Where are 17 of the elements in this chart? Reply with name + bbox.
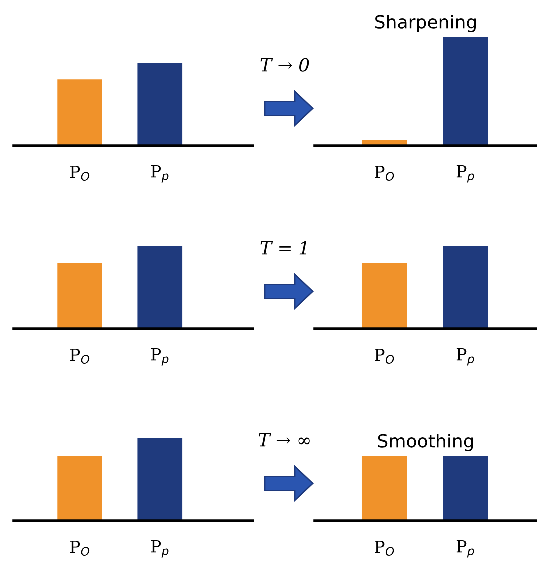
x-tick-label: P$_{p}$	[151, 540, 169, 558]
chart-title: Smoothing	[378, 434, 474, 452]
x-tick-label: P$_{O}$	[70, 540, 90, 556]
x-tick-label: P$_{O}$	[70, 166, 90, 181]
text: T = 1	[260, 241, 307, 255]
x-tick-label: P$_{O}$	[70, 348, 90, 364]
x-tick-label: P$_{p}$	[151, 348, 169, 366]
x-tick-label: P$_{O}$	[375, 166, 394, 181]
text: T → ∞	[259, 433, 310, 447]
x-tick-label: P$_{O}$	[375, 540, 394, 556]
x-tick-label: P$_{p}$	[456, 540, 474, 558]
x-tick-label: P$_{p}$	[151, 165, 169, 183]
x-tick-label: P$_{p}$	[456, 165, 474, 183]
x-tick-label: P$_{O}$	[375, 348, 394, 364]
text: T → 0	[260, 58, 310, 72]
x-tick-label: P$_{p}$	[456, 348, 474, 366]
chart-title: Sharpening	[376, 14, 476, 32]
